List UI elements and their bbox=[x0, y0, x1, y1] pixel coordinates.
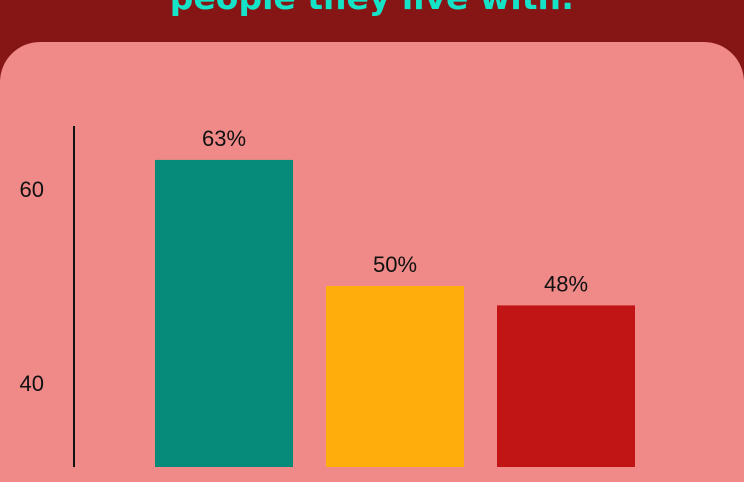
bar-2 bbox=[326, 286, 464, 467]
bar-1 bbox=[155, 159, 293, 467]
bars bbox=[155, 159, 635, 467]
chart-title: people they live with: bbox=[0, 0, 744, 18]
bar-chart: 40 60 63% 50% 48% bbox=[20, 126, 635, 467]
bar-value-label-2: 50% bbox=[373, 252, 417, 277]
bar-3 bbox=[497, 305, 635, 467]
y-tick-label-40: 40 bbox=[20, 371, 44, 396]
y-axis-ticks: 40 60 bbox=[20, 177, 44, 396]
bar-value-label-3: 48% bbox=[544, 271, 588, 296]
y-tick-label-60: 60 bbox=[20, 177, 44, 202]
value-labels: 63% 50% 48% bbox=[202, 126, 588, 297]
bar-value-label-1: 63% bbox=[202, 126, 246, 151]
